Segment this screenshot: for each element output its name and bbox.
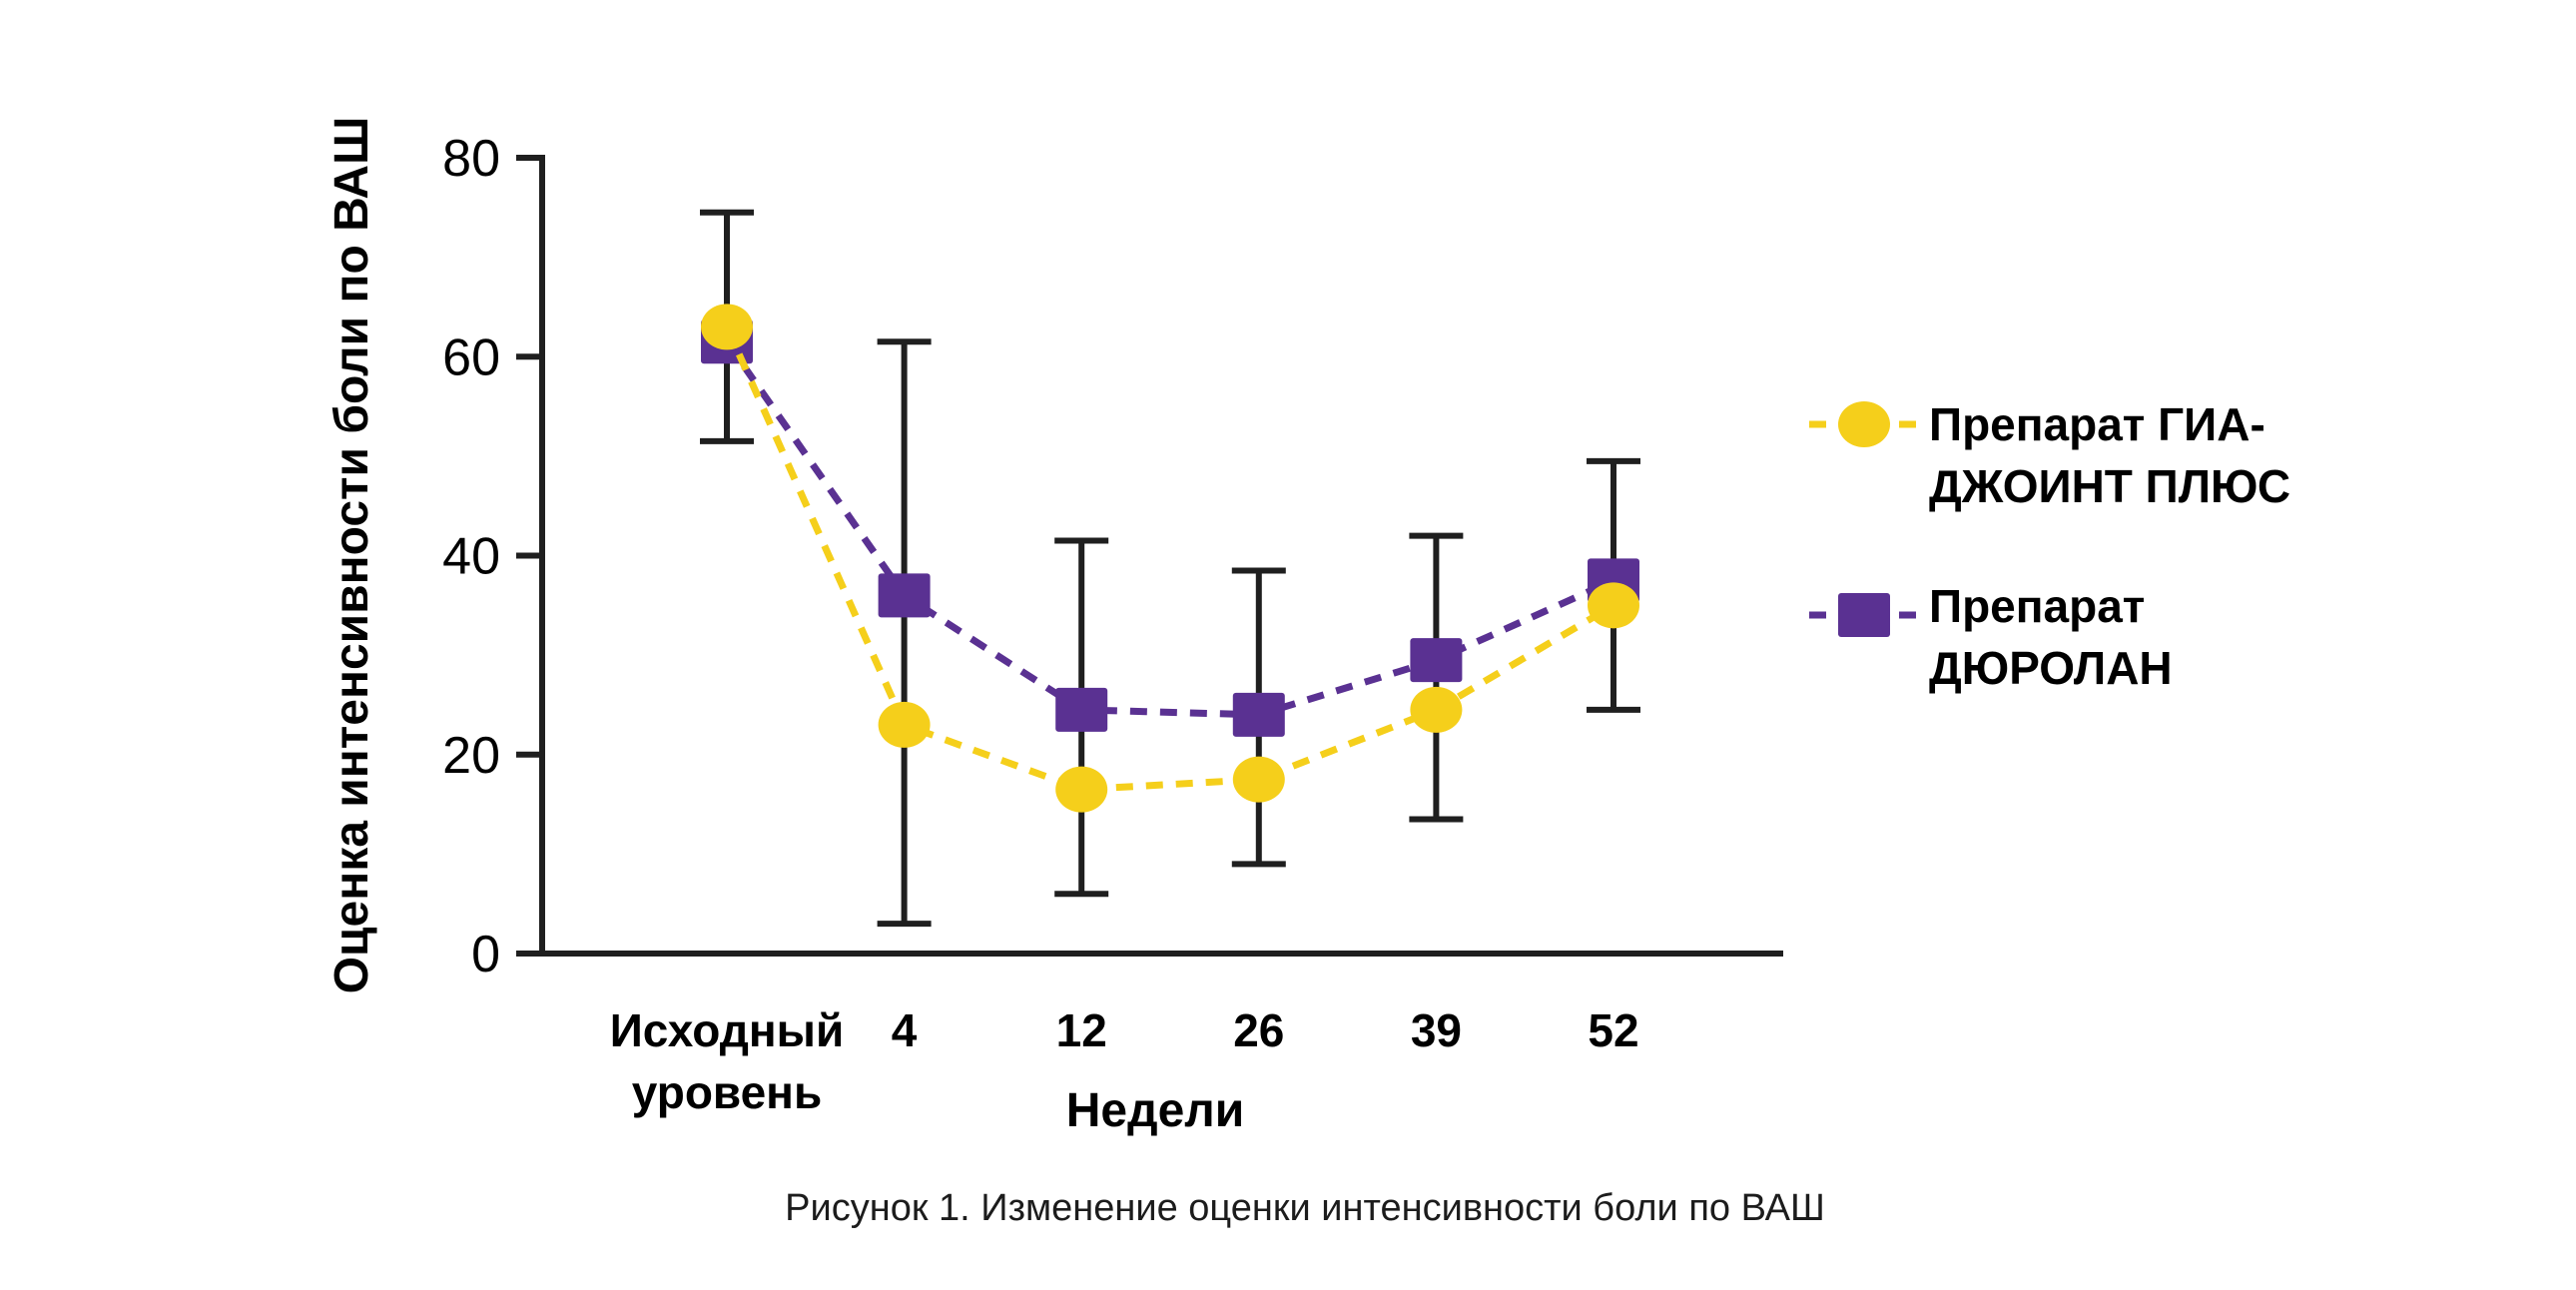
x-axis-title: Недели <box>1066 1084 1245 1137</box>
y-tick-label: 80 <box>442 130 500 188</box>
x-axis-tick-labels: Исходный уровень 4 12 26 39 52 <box>610 1004 1639 1118</box>
x-tick-label: 4 <box>892 1004 918 1056</box>
series-marker-circle <box>1410 686 1463 733</box>
series-marker-circle <box>1055 766 1108 813</box>
x-tick-label: 12 <box>1056 1004 1107 1056</box>
series-marker-square <box>1055 687 1108 732</box>
legend-label: ДЖОИНТ ПЛЮС <box>1929 460 2290 512</box>
figure-caption: Рисунок 1. Изменение оценки интенсивност… <box>785 1187 1825 1229</box>
series-line-circle <box>723 324 1615 794</box>
series-marker-square <box>1410 638 1463 683</box>
y-axis-ticks: 0 20 40 60 80 <box>442 130 542 983</box>
y-tick-label: 60 <box>442 328 500 386</box>
x-tick-label: 26 <box>1233 1004 1284 1056</box>
series-marker-circle <box>1588 582 1639 629</box>
series-marker-circle <box>878 701 931 748</box>
x-tick-label: 39 <box>1411 1004 1462 1056</box>
legend: Препарат ГИА- ДЖОИНТ ПЛЮС Препарат ДЮРОЛАН <box>1809 398 2290 694</box>
y-tick-label: 20 <box>442 727 500 785</box>
legend-label: Препарат <box>1929 580 2145 632</box>
x-tick-label: Исходный <box>610 1004 845 1056</box>
data-series <box>701 304 1639 813</box>
x-tick-label: уровень <box>632 1066 823 1118</box>
series-marker-square <box>878 573 931 618</box>
legend-label: ДЮРОЛАН <box>1929 642 2173 694</box>
y-axis-title: Оценка интенсивности боли по ВАШ <box>325 117 378 994</box>
legend-item: Препарат ДЮРОЛАН <box>1809 580 2173 694</box>
series-line-square <box>724 339 1615 719</box>
legend-square-marker <box>1838 593 1890 637</box>
x-tick-label: 52 <box>1588 1004 1638 1056</box>
y-tick-label: 40 <box>442 528 500 586</box>
series-marker-circle <box>701 304 753 350</box>
series-marker-square <box>1232 692 1285 737</box>
error-bars <box>700 209 1640 928</box>
legend-circle-marker <box>1838 401 1890 447</box>
series-marker-circle <box>1232 756 1285 803</box>
y-tick-label: 0 <box>471 926 500 983</box>
legend-item: Препарат ГИА- ДЖОИНТ ПЛЮС <box>1809 398 2290 512</box>
legend-label: Препарат ГИА- <box>1929 398 2265 450</box>
